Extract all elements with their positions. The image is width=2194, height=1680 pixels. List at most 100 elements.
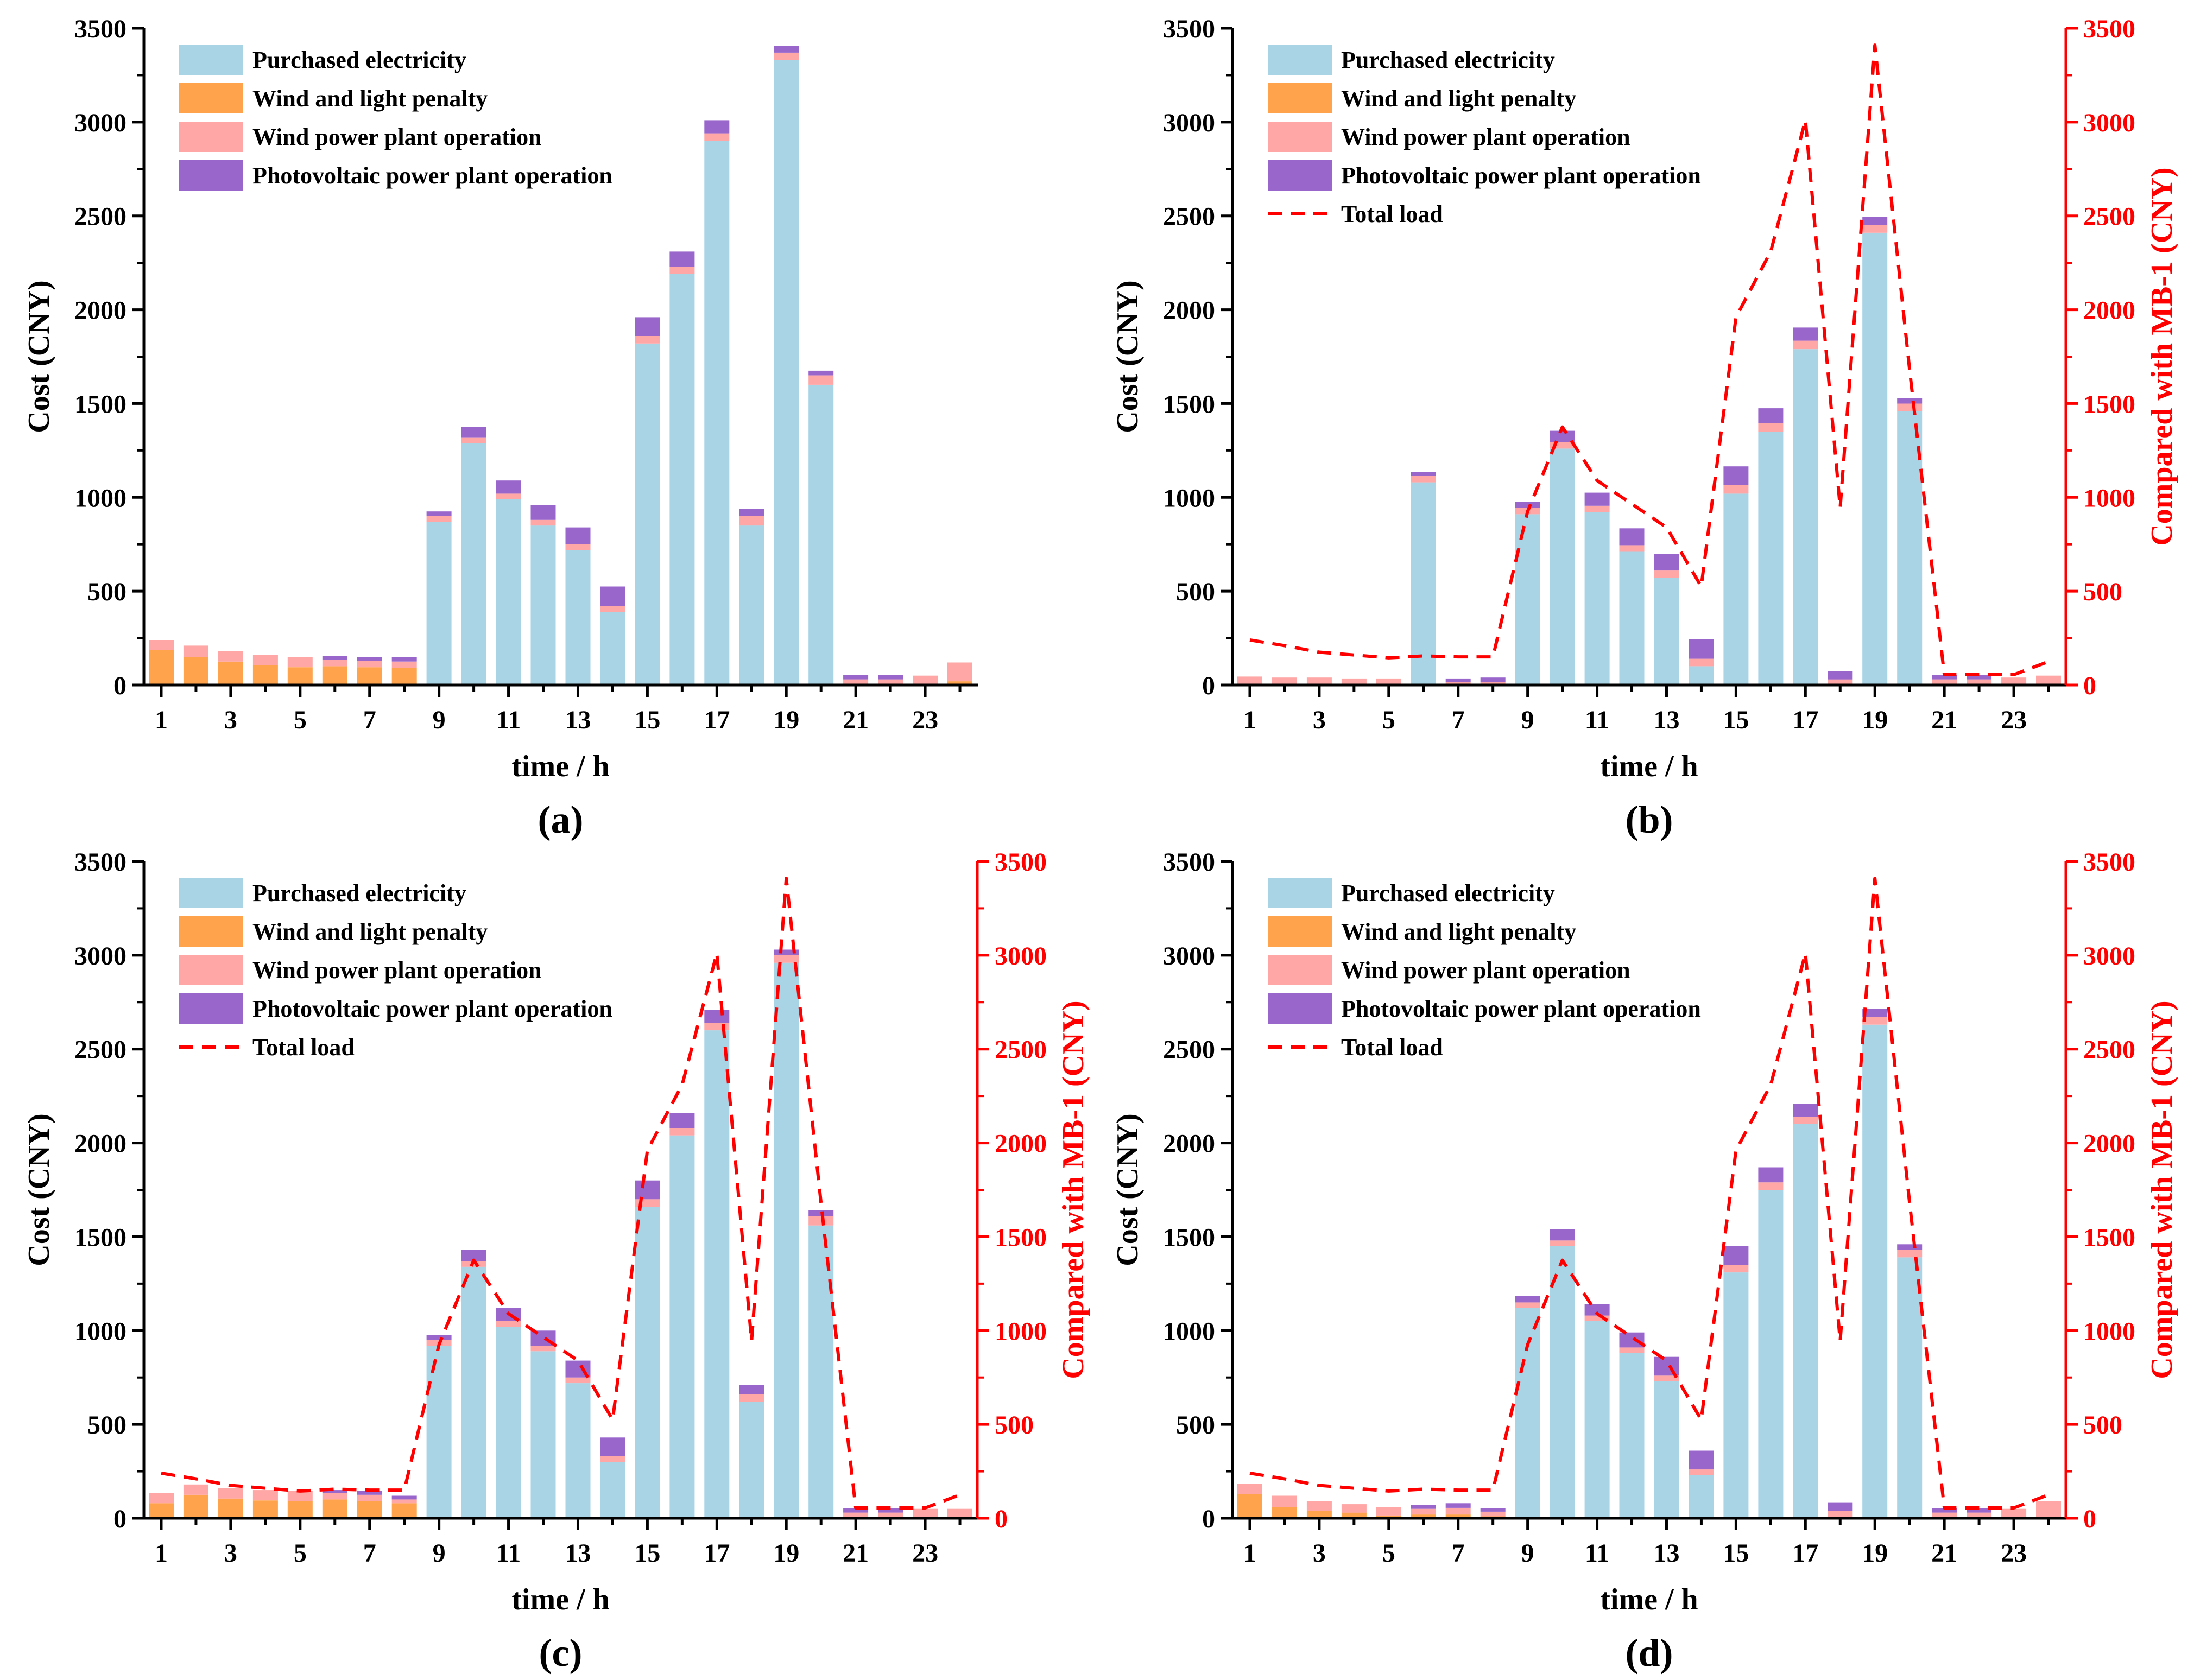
bar-pv-h16: [1758, 408, 1784, 423]
bar-wind-h8: [391, 661, 417, 668]
x-tick-label-5: 5: [294, 1539, 307, 1568]
x-ticks: 1 3 5 7 9 11 13 15 17 19 21 23: [1243, 1518, 2050, 1568]
x-tick-label-15: 15: [634, 1539, 660, 1568]
legend-label-2: Wind power plant operation: [1341, 957, 1630, 984]
legend: Purchased electricity Wind and light pena…: [179, 878, 612, 1061]
right-tick-label-2500: 2500: [995, 1036, 1047, 1064]
y-tick-label-2500: 2500: [74, 202, 127, 231]
bar-pv-h20: [1897, 398, 1923, 404]
x-tick-label-7: 7: [1452, 706, 1465, 734]
bar-wind-h4: [1341, 1504, 1367, 1513]
bar-purchased-h6: [1411, 482, 1436, 685]
bar-penalty-h2: [183, 1494, 208, 1518]
bar-pv-h12: [1619, 528, 1645, 546]
right-tick-label-3000: 3000: [2083, 942, 2135, 971]
bar-purchased-h14: [1689, 666, 1714, 685]
bar-wind-h17: [704, 133, 730, 141]
bar-purchased-h14: [600, 612, 625, 685]
bar-wind-h21: [843, 1512, 869, 1518]
bar-purchased-h19: [1862, 232, 1888, 685]
bar-purchased-h13: [1654, 578, 1679, 685]
bar-wind-h8: [1480, 1511, 1506, 1517]
legend-swatch-pv: [1268, 993, 1332, 1024]
bar-penalty-h6: [1411, 1514, 1436, 1518]
y-tick-label-0: 0: [113, 1505, 127, 1533]
bar-penalty-h5: [287, 1501, 313, 1518]
right-axis-title: Compared with MB-1 (CNY): [1057, 1000, 1090, 1379]
bar-wind-h14: [1689, 658, 1714, 667]
y-tick-label-500: 500: [1176, 578, 1215, 606]
bar-pv-h14: [600, 586, 625, 606]
y-tick-label-1000: 1000: [1163, 1317, 1215, 1346]
bars: [1237, 1009, 2061, 1518]
y-tick-label-3000: 3000: [74, 109, 127, 137]
bar-pv-h17: [704, 1010, 730, 1023]
bar-wind-h17: [704, 1023, 730, 1031]
legend-swatch-purchased: [179, 878, 243, 908]
bar-purchased-h11: [1584, 1321, 1610, 1518]
x-tick-label-21: 21: [843, 706, 869, 734]
right-tick-label-1500: 1500: [2083, 390, 2135, 419]
bar-wind-h6: [322, 660, 347, 667]
y-tick-label-0: 0: [1202, 671, 1215, 700]
right-axis: 0 500 1000 1500 2000 2500 3000 3500 Compared wit…: [976, 848, 1090, 1533]
bar-purchased-h20: [808, 384, 834, 685]
bar-wind-h9: [1515, 1302, 1540, 1308]
bar-wind-h20: [808, 1216, 834, 1226]
x-axis-title: time / h: [511, 1583, 609, 1616]
y-tick-label-1000: 1000: [74, 1317, 127, 1346]
x-tick-label-3: 3: [1313, 1539, 1326, 1568]
bar-penalty-h7: [1445, 1514, 1471, 1518]
bar-purchased-h9: [1515, 1308, 1540, 1518]
bar-wind-h8: [391, 1499, 417, 1504]
x-tick-label-21: 21: [1931, 1539, 1957, 1568]
bar-wind-h5: [1376, 678, 1401, 685]
bar-pv-h18: [739, 509, 764, 516]
bar-wind-h4: [252, 1490, 278, 1501]
bar-pv-h7: [1445, 678, 1471, 682]
x-tick-label-11: 11: [1585, 1539, 1609, 1568]
right-tick-label-2500: 2500: [2083, 202, 2135, 231]
y-tick-label-1000: 1000: [74, 484, 127, 512]
bar-pv-h22: [1967, 1508, 1992, 1513]
bar-wind-h4: [1341, 678, 1367, 685]
bar-penalty-h3: [218, 661, 243, 685]
x-tick-label-19: 19: [1862, 706, 1888, 734]
bar-penalty-h4: [1341, 1512, 1367, 1518]
bar-pv-h9: [1515, 1296, 1540, 1303]
bar-purchased-h14: [600, 1462, 625, 1518]
legend-label-3: Photovoltaic power plant operation: [252, 996, 612, 1022]
right-tick-label-0: 0: [995, 1505, 1008, 1533]
right-tick-label-1000: 1000: [995, 1317, 1047, 1346]
bar-wind-h22: [1967, 679, 1992, 685]
y-tick-label-3000: 3000: [74, 942, 127, 971]
bar-wind-h6: [1411, 476, 1436, 483]
y-tick-label-2500: 2500: [1163, 1036, 1215, 1064]
x-tick-label-1: 1: [155, 1539, 168, 1568]
bar-wind-h11: [496, 493, 521, 499]
bar-wind-h10: [461, 437, 486, 443]
bar-wind-h21: [1932, 679, 1957, 685]
bar-wind-h18: [1828, 1511, 1853, 1518]
legend: Purchased electricity Wind and light pena…: [179, 45, 612, 191]
bar-pv-h12: [530, 505, 556, 520]
bar-pv-h17: [704, 120, 730, 134]
x-tick-label-21: 21: [843, 1539, 869, 1568]
panel-label: (d): [1626, 1631, 1673, 1675]
bar-wind-h12: [1619, 1347, 1645, 1353]
bar-pv-h9: [426, 511, 452, 516]
bar-pv-h11: [1584, 1304, 1610, 1316]
bar-wind-h6: [322, 1493, 347, 1500]
legend-swatch-wind: [179, 122, 243, 152]
legend-swatch-wind: [1268, 955, 1332, 985]
y-tick-label-3500: 3500: [1163, 848, 1215, 877]
legend-label-1: Wind and light penalty: [1341, 918, 1576, 945]
bar-pv-h8: [391, 657, 417, 662]
legend: Purchased electricity Wind and light pena…: [1268, 45, 1701, 227]
bar-wind-h13: [565, 1377, 591, 1384]
bar-pv-h11: [1584, 492, 1610, 506]
right-tick-label-3500: 3500: [2083, 848, 2135, 877]
right-tick-label-2000: 2000: [995, 1130, 1047, 1158]
